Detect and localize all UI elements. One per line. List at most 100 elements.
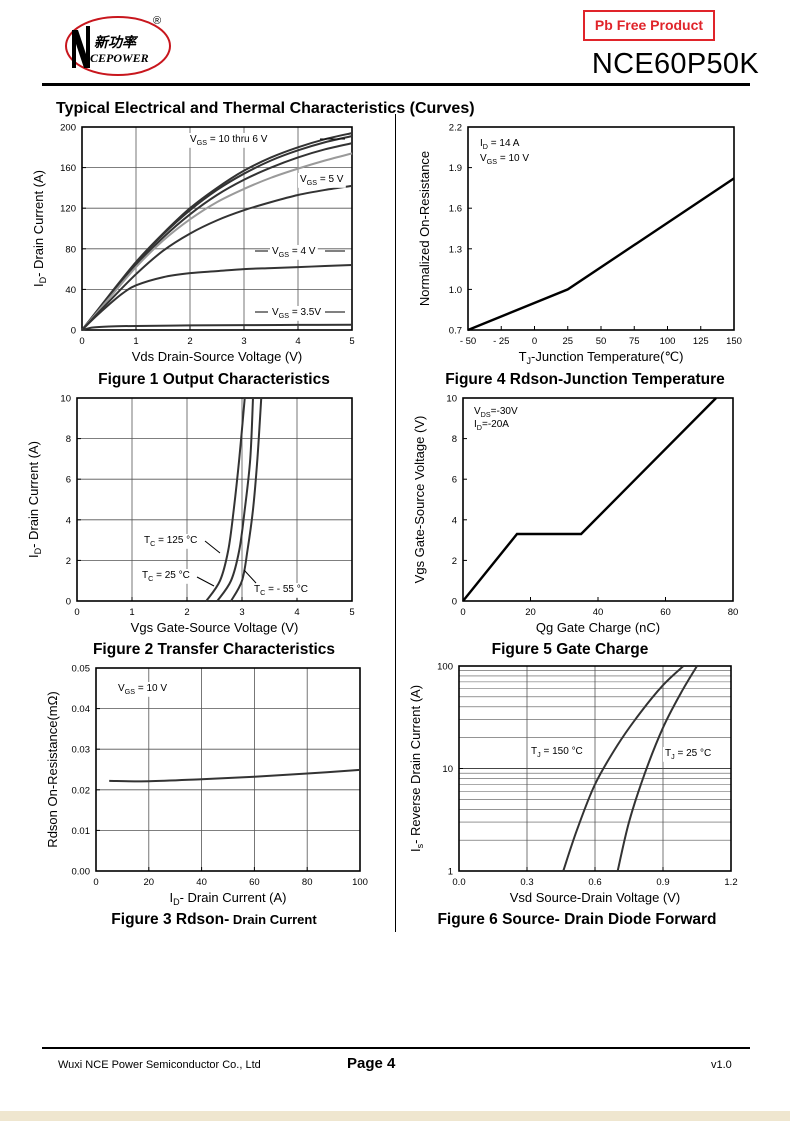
bottom-band (0, 1111, 790, 1121)
fig2-ytick-label: 0 (66, 597, 71, 608)
fig6-ytick-label: 100 (437, 662, 453, 673)
fig5-ytick-label: 10 (446, 394, 457, 405)
fig4-series-0 (467, 177, 735, 332)
fig2-xtick-label: 3 (239, 607, 244, 618)
fig1-series-3 (81, 152, 353, 331)
fig4-xtick-label: 25 (562, 336, 573, 347)
fig2-xtick-label: 4 (294, 607, 299, 618)
fig6-chart: 0.0 0.3 0.6 0.9 1.2 1 10 100 Vsd Source-Drain Vo… (408, 662, 738, 906)
fig2-annotation-bg (142, 534, 200, 549)
fig1-xtick-label: 4 (295, 336, 300, 347)
fig1-plot-frame (81, 126, 353, 331)
fig6-xtick-label: 0.9 (656, 877, 669, 888)
fig4-ytick-label: 0.7 (449, 326, 462, 337)
fig1-caption: Figure 1 Output Characteristics (98, 371, 330, 388)
fig2-leader-line (196, 576, 215, 587)
fig5-xlabel: Qg Gate Charge (nC) (536, 620, 660, 635)
fig1-series-1 (81, 135, 353, 331)
fig1-series-2 (81, 142, 353, 331)
fig1-ytick-label: 80 (65, 244, 76, 255)
fig3-xtick-label: 20 (144, 877, 155, 888)
fig3-caption-sub: Drain Current (229, 912, 317, 927)
fig2-ytick-label: 10 (60, 394, 71, 405)
fig2-ytick-label: 4 (66, 515, 71, 526)
fig5-caption: Figure 5 Gate Charge (491, 641, 649, 658)
fig4-ytick-label: 1.3 (449, 244, 462, 255)
fig2-series-2 (230, 397, 263, 602)
registered-mark: ® (153, 15, 161, 27)
fig4-ytick-label: 1.9 (449, 163, 462, 174)
fig2-series-0 (205, 397, 246, 602)
fig2-ytick-label: 2 (66, 556, 71, 567)
fig6-ylabel: Is- Reverse Drain Current (A) (408, 685, 425, 852)
header-rule (42, 83, 750, 86)
fig6-xtick-label: 1.2 (724, 877, 737, 888)
fig1-xtick-label: 5 (349, 336, 354, 347)
fig3-ytick-label: 0.04 (72, 704, 91, 715)
fig1-annotation-2: VGS = 4 V (272, 246, 316, 259)
fig6-ytick-label: 1 (448, 867, 453, 878)
fig4-xlabel: TJ-Junction Temperature(℃) (519, 349, 684, 366)
fig6-series-0 (562, 665, 685, 872)
fig4-ytick-label: 2.2 (449, 123, 462, 134)
fig3-ytick-label: 0.00 (72, 867, 91, 878)
fig3-xtick-label: 0 (93, 877, 98, 888)
fig2-ytick-label: 6 (66, 475, 71, 486)
fig3-xtick-label: 100 (352, 877, 368, 888)
fig3-ytick-label: 0.02 (72, 785, 91, 796)
fig4-xtick-label: 125 (693, 336, 709, 347)
fig5-xtick-label: 80 (728, 607, 739, 618)
fig2-leader-line (243, 569, 257, 584)
fig4-xtick-label: - 50 (460, 336, 476, 347)
fig6-xtick-label: 0.3 (520, 877, 533, 888)
fig1-ytick-label: 40 (65, 285, 76, 296)
fig5-ylabel: Vgs Gate-Source Voltage (V) (412, 416, 427, 584)
fig3-xlabel: ID- Drain Current (A) (169, 890, 286, 907)
fig1-xtick-label: 0 (79, 336, 84, 347)
fig2-annotation-2: TC = - 55 °C (254, 584, 308, 597)
fig2-xtick-label: 0 (74, 607, 79, 618)
fig5-ytick-label: 2 (452, 556, 457, 567)
fig3-xtick-label: 80 (302, 877, 313, 888)
footer-page-number: Page 4 (347, 1055, 396, 1072)
fig5-xtick-label: 0 (460, 607, 465, 618)
fig4-xtick-label: 75 (629, 336, 640, 347)
fig1-ylabel: ID- Drain Current (A) (31, 170, 48, 287)
footer-company: Wuxi NCE Power Semiconductor Co., Ltd (58, 1059, 261, 1071)
fig4-xtick-label: 100 (660, 336, 676, 347)
fig4-ytick-label: 1.0 (449, 285, 462, 296)
fig3-xtick-label: 60 (249, 877, 260, 888)
fig1-ytick-label: 120 (60, 204, 76, 215)
fig6-ytick-label: 10 (442, 764, 453, 775)
fig4-annotation-bg (478, 152, 532, 167)
fig4-annotation-bg (478, 137, 522, 152)
logo-brand-text: CEPOWER (90, 51, 149, 65)
fig4-ytick-label: 1.6 (449, 204, 462, 215)
fig1-annotation-bg (298, 173, 346, 188)
fig4-annotation-0: ID = 14 A (480, 138, 520, 151)
footer-version: v1.0 (711, 1059, 732, 1071)
fig5-ytick-label: 4 (452, 515, 457, 526)
fig1-series-5 (81, 264, 353, 331)
fig1-annotation-0: VGS = 10 thru 6 V (190, 134, 268, 147)
fig5-annotation-0: VDS=-30V (474, 406, 518, 419)
fig3-ytick-label: 0.05 (72, 664, 91, 675)
fig6-xlabel: Vsd Source-Drain Voltage (V) (510, 890, 681, 905)
fig1-series-4 (81, 184, 353, 331)
fig2-annotation-bg (140, 569, 192, 584)
fig4-annotation-1: VGS = 10 V (480, 153, 529, 166)
fig6-xtick-label: 0.0 (452, 877, 465, 888)
fig6-series-1 (616, 665, 698, 872)
fig2-plot-frame (76, 397, 353, 602)
fig6-annotation-bg (529, 745, 585, 760)
fig3-ytick-label: 0.01 (72, 826, 91, 837)
fig5-ytick-label: 0 (452, 597, 457, 608)
fig4-xtick-label: 50 (596, 336, 607, 347)
fig6-annotation-0: TJ = 150 °C (531, 746, 583, 759)
part-number: NCE60P50K (591, 48, 759, 80)
fig3-plot-frame (95, 667, 361, 872)
fig2-annotation-bg (252, 583, 310, 598)
fig6-annotation-bg (663, 747, 714, 762)
fig2-annotation-0: TC = 125 °C (144, 535, 197, 548)
